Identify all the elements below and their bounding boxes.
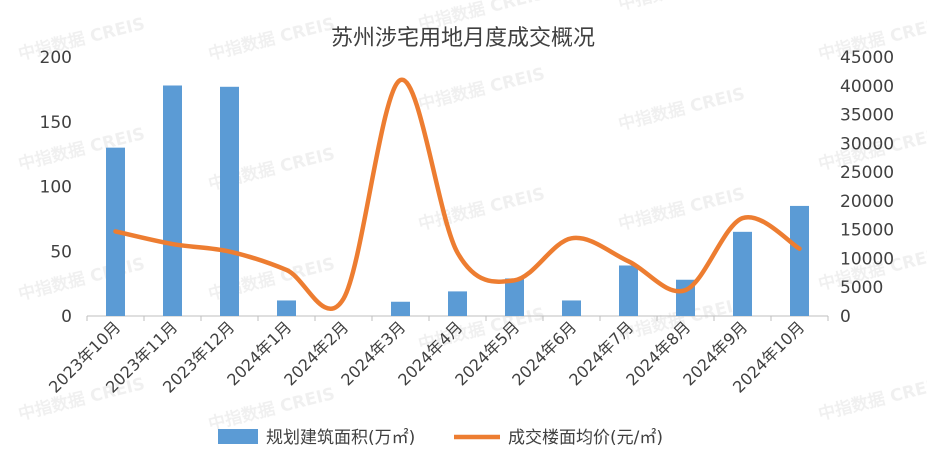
bar	[790, 206, 809, 316]
legend-bar-label: 规划建筑面积(万㎡)	[266, 428, 415, 448]
watermark-text: 中指数据 CREIS	[16, 123, 147, 175]
watermark-text: 中指数据 CREIS	[616, 183, 747, 235]
watermark-text: 中指数据 CREIS	[616, 0, 747, 15]
x-axis: 2023年10月2023年11月2023年12月2024年1月2024年2月20…	[45, 316, 828, 397]
bar	[505, 278, 524, 316]
bar	[619, 265, 638, 316]
y-left-tick-label: 100	[40, 178, 72, 198]
y-right-tick-label: 40000	[840, 77, 894, 97]
y-right-tick-label: 30000	[840, 134, 894, 154]
bar	[277, 300, 296, 316]
watermark-text: 中指数据 CREIS	[416, 63, 547, 115]
bar	[733, 232, 752, 316]
y-right-tick-label: 10000	[840, 249, 894, 269]
y-left-tick-label: 50	[50, 242, 72, 262]
watermark-text: 中指数据 CREIS	[206, 13, 337, 65]
bar	[562, 300, 581, 316]
watermark-text: 中指数据 CREIS	[416, 183, 547, 235]
bar	[391, 302, 410, 316]
legend-line-label: 成交楼面均价(元/㎡)	[508, 428, 663, 448]
y-right-tick-label: 35000	[840, 106, 894, 126]
y-right-tick-label: 0	[840, 307, 851, 327]
y-left-tick-label: 0	[61, 307, 72, 327]
y-right-tick-label: 20000	[840, 192, 894, 212]
chart-title: 苏州涉宅用地月度成交概况	[331, 26, 595, 51]
legend-bar-swatch	[218, 429, 258, 444]
y-right-tick-label: 25000	[840, 163, 894, 183]
y-axis-right: 0 5000 10000 15000 20000 25000 30000 35000 40000…	[840, 48, 894, 327]
bar	[163, 85, 182, 316]
y-left-tick-label: 150	[40, 113, 72, 133]
y-right-tick-label: 45000	[840, 48, 894, 68]
y-left-tick-label: 200	[40, 48, 72, 68]
bar	[448, 291, 467, 316]
watermark-text: 中指数据 CREIS	[816, 373, 927, 425]
watermark-text: 中指数据 CREIS	[16, 13, 147, 65]
watermark-text: 中指数据 CREIS	[616, 83, 747, 135]
bar	[220, 87, 239, 316]
y-right-tick-label: 5000	[840, 278, 883, 298]
y-right-tick-label: 15000	[840, 221, 894, 241]
watermark-text: 中指数据 CREIS	[16, 253, 147, 305]
legend: 规划建筑面积(万㎡) 成交楼面均价(元/㎡)	[218, 428, 663, 448]
